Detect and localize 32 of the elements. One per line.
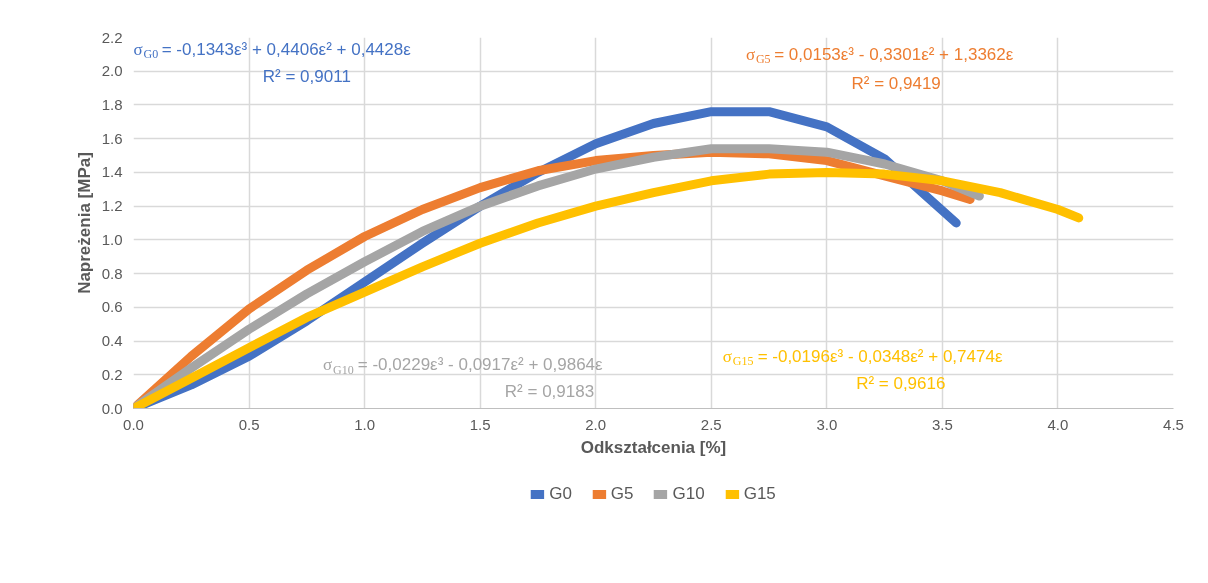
y-tick-label: 1.8: [101, 95, 123, 113]
x-tick-label: 0.5: [238, 415, 260, 433]
x-tick-label: 3.5: [931, 415, 953, 433]
x-tick-label: 2.5: [700, 415, 722, 433]
x-axis-title: Odkształcenia [%]: [580, 437, 727, 457]
y-tick-label: 1.0: [101, 230, 123, 248]
x-tick-label: 2.0: [585, 415, 607, 433]
y-tick-label: 0.4: [101, 332, 123, 350]
y-tick-label: 0.8: [101, 264, 123, 282]
y-axis-title: Napreżenia [MPa]: [74, 152, 94, 294]
x-tick-label: 4.5: [1163, 415, 1184, 433]
legend-label: G0: [549, 484, 572, 504]
x-tick-label: 1.5: [469, 415, 491, 433]
x-tick-label: 4.0: [1047, 415, 1069, 433]
y-tick-label: 1.4: [101, 163, 123, 181]
y-tick-label: 1.6: [101, 129, 123, 147]
annotation: R² = 0,9616: [856, 373, 946, 393]
legend-label: G10: [672, 484, 705, 504]
annotation: R² = 0,9011: [262, 66, 351, 86]
y-tick-label: 0.0: [101, 399, 123, 417]
x-tick-label: 0.0: [123, 415, 144, 433]
x-tick-label: 1.0: [354, 415, 376, 433]
y-tick-label: 2.2: [101, 28, 123, 46]
y-tick-label: 0.2: [101, 365, 123, 383]
legend-label: G5: [610, 484, 634, 504]
y-tick-label: 0.6: [101, 298, 123, 316]
y-tick-label: 1.2: [101, 197, 123, 215]
x-tick-label: 3.0: [816, 415, 838, 433]
y-tick-label: 2.0: [101, 62, 123, 80]
annotation: R² = 0,9419: [851, 73, 941, 93]
legend-label: G15: [743, 484, 776, 504]
annotation: R² = 0,9183: [504, 382, 595, 402]
